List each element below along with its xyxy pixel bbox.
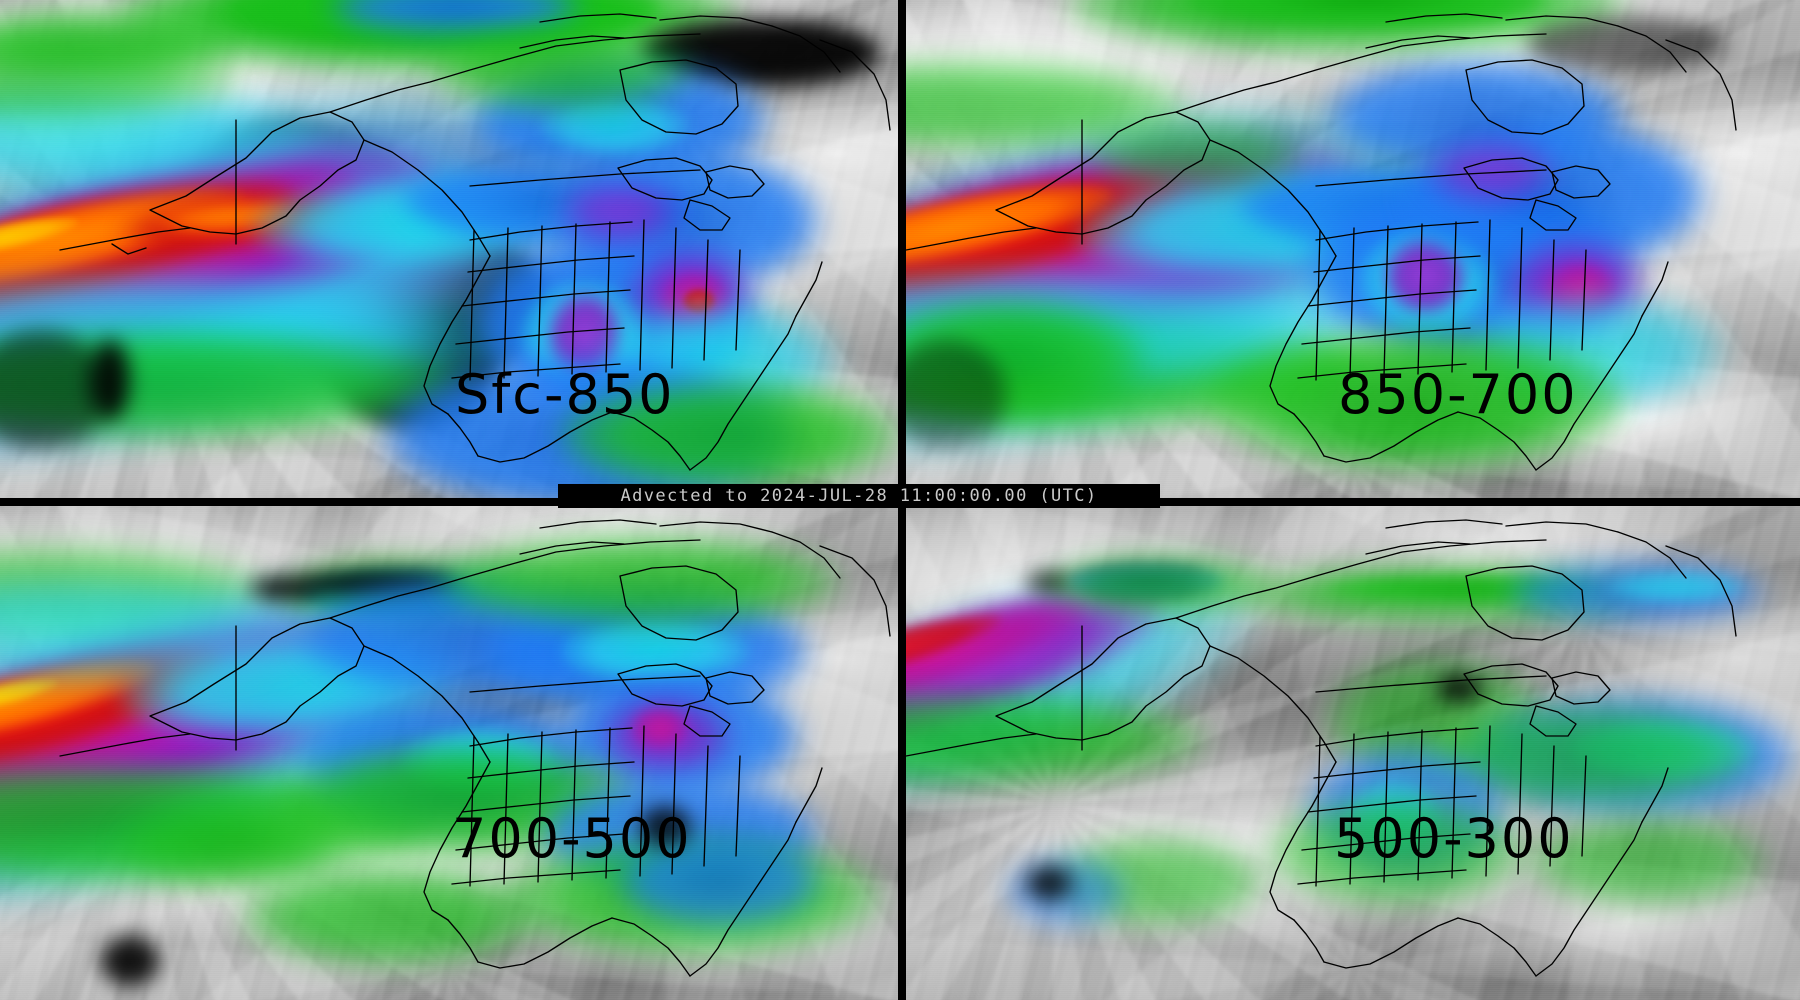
moisture-field-850-700 <box>906 0 1800 498</box>
panel-sfc-850[interactable]: Sfc-850 <box>0 0 898 498</box>
panel-700-500[interactable]: 700-500 <box>0 506 898 1000</box>
moisture-field-700-500 <box>0 506 898 1000</box>
timestamp-banner: Advected to 2024-JUL-28 11:00:00.00 (UTC… <box>558 484 1160 508</box>
panel-850-700[interactable]: 850-700 <box>906 0 1800 498</box>
moisture-field-500-300 <box>906 506 1800 1000</box>
panel-500-300[interactable]: 500-300 <box>906 506 1800 1000</box>
moisture-field-sfc-850 <box>0 0 898 498</box>
